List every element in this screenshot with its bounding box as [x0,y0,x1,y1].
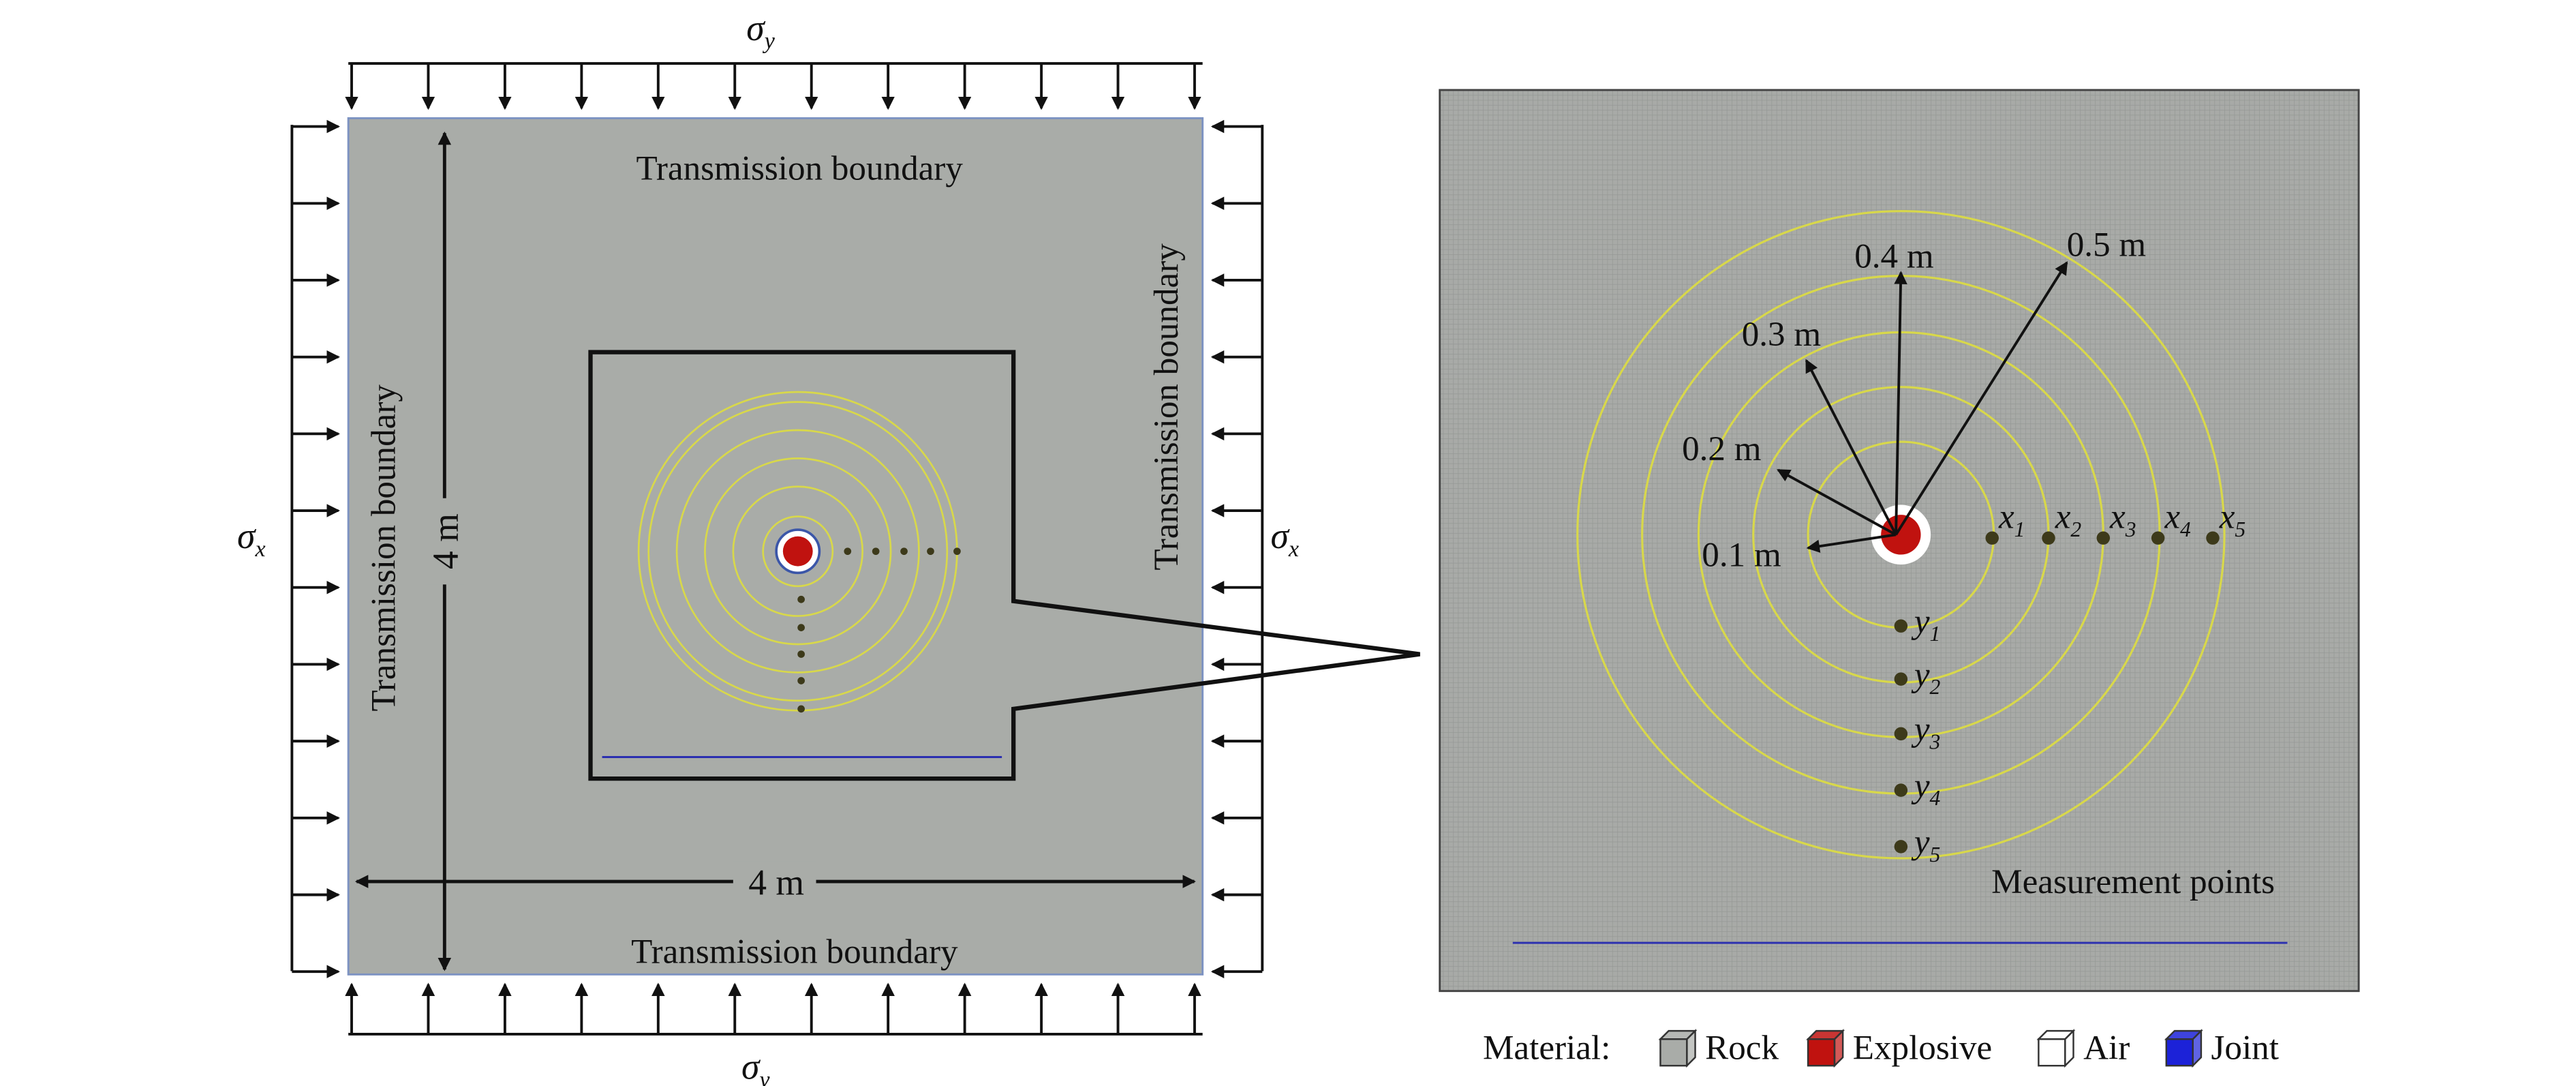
large-measurement-points: x1 x2 x3 x4 x5 y1 y2 y3 y4 y5 [1894,498,2245,866]
bottom-stress-arrows [345,982,1203,1036]
large-explosive [1881,515,1921,555]
small-point [872,547,880,556]
small-point [797,705,805,713]
radius-arrow [1777,468,1897,537]
y-point-label: y3 [1911,710,1941,753]
joint-cube-icon [2164,1029,2203,1068]
small-point [797,650,805,658]
small-point [797,595,805,603]
y-point-label: y2 [1911,655,1941,699]
x-point-label: x1 [1998,498,2025,541]
radius-arrow [1895,261,2068,536]
x-measurement-point [2151,531,2165,545]
right-stress-arrows [1210,119,1264,978]
width-dimension-label: 4 m [748,862,804,903]
radius-arrow [1805,359,1897,536]
small-explosive [782,536,813,567]
radius-label: 0.2 m [1682,429,1761,468]
legend-item-label: Explosive [1853,1028,1992,1067]
small-point [953,547,961,556]
material-legend: Material: Rock Explosive Air Joint [1483,1028,2279,1068]
small-point [900,547,908,556]
small-circle [704,457,892,646]
sigma-y-bottom-label: σy [741,1046,770,1086]
small-point [797,677,805,684]
explosive-cube-icon [1806,1029,1845,1068]
top-stress-arrows [345,62,1203,110]
x-measurement-point [2096,531,2111,545]
left-panel: σy σy σx σx Transmission boundary Transm… [237,7,1420,1086]
legend-item-label: Joint [2211,1028,2279,1067]
sigma-x-left-label: σx [237,515,266,562]
x-point-label: x4 [2164,498,2191,541]
boundary-bottom-label: Transmission boundary [631,932,958,971]
boundary-left-label: Transmission boundary [364,384,403,712]
x-point-label: x5 [2219,498,2245,541]
radius-label: 0.3 m [1742,315,1821,354]
x-measurement-point [1985,531,1999,545]
small-measurement-points [797,547,961,713]
boundary-top-label: Transmission boundary [636,149,963,187]
measurement-points-label: Measurement points [1991,862,2275,901]
radius-label: 0.5 m [2067,225,2146,264]
air-cube-icon [2036,1029,2076,1068]
rock-cube-icon [1658,1029,1698,1068]
boundary-right-label: Transmission boundary [1147,243,1186,571]
small-circle [647,401,949,702]
radius-label: 0.4 m [1854,237,1933,275]
small-point [927,547,934,556]
left-stress-arrows [290,119,340,978]
rock-domain [347,117,1204,976]
legend-item-label: Air [2083,1028,2130,1067]
x-measurement-point [2206,531,2220,545]
radius-arrow [1894,271,1907,535]
y-point-label: y1 [1911,602,1940,646]
small-circle [675,429,920,674]
y-measurement-point [1894,783,1908,797]
sigma-y-top-label: σy [746,7,775,54]
y-measurement-point [1894,672,1908,686]
y-point-label: y4 [1911,766,1941,810]
radius-arrows: 0.1 m 0.2 m 0.3 m 0.4 m 0.5 m [1682,225,2146,574]
right-panel: 0.1 m 0.2 m 0.3 m 0.4 m 0.5 m x1 x2 x3 x4 x5 y1 y2… [1439,89,2360,993]
small-circle [732,485,864,617]
sigma-x-right-label: σx [1270,515,1299,562]
small-point [844,547,852,556]
x-point-label: x3 [2109,498,2136,541]
small-circle [762,515,834,588]
radius-arrow [1806,533,1897,553]
y-point-label: y5 [1911,823,1940,866]
zoom-callout [588,350,1420,781]
large-circle [1576,210,2226,860]
y-measurement-point [1894,727,1908,741]
small-point [797,624,805,631]
radius-label: 0.1 m [1702,536,1781,575]
legend-title: Material: [1483,1028,1610,1067]
y-measurement-point [1894,840,1908,854]
x-point-label: x2 [2055,498,2082,541]
height-dimension-label: 4 m [425,513,466,569]
x-measurement-point [2042,531,2055,545]
legend-item-label: Rock [1705,1028,1779,1067]
y-measurement-point [1894,619,1908,633]
